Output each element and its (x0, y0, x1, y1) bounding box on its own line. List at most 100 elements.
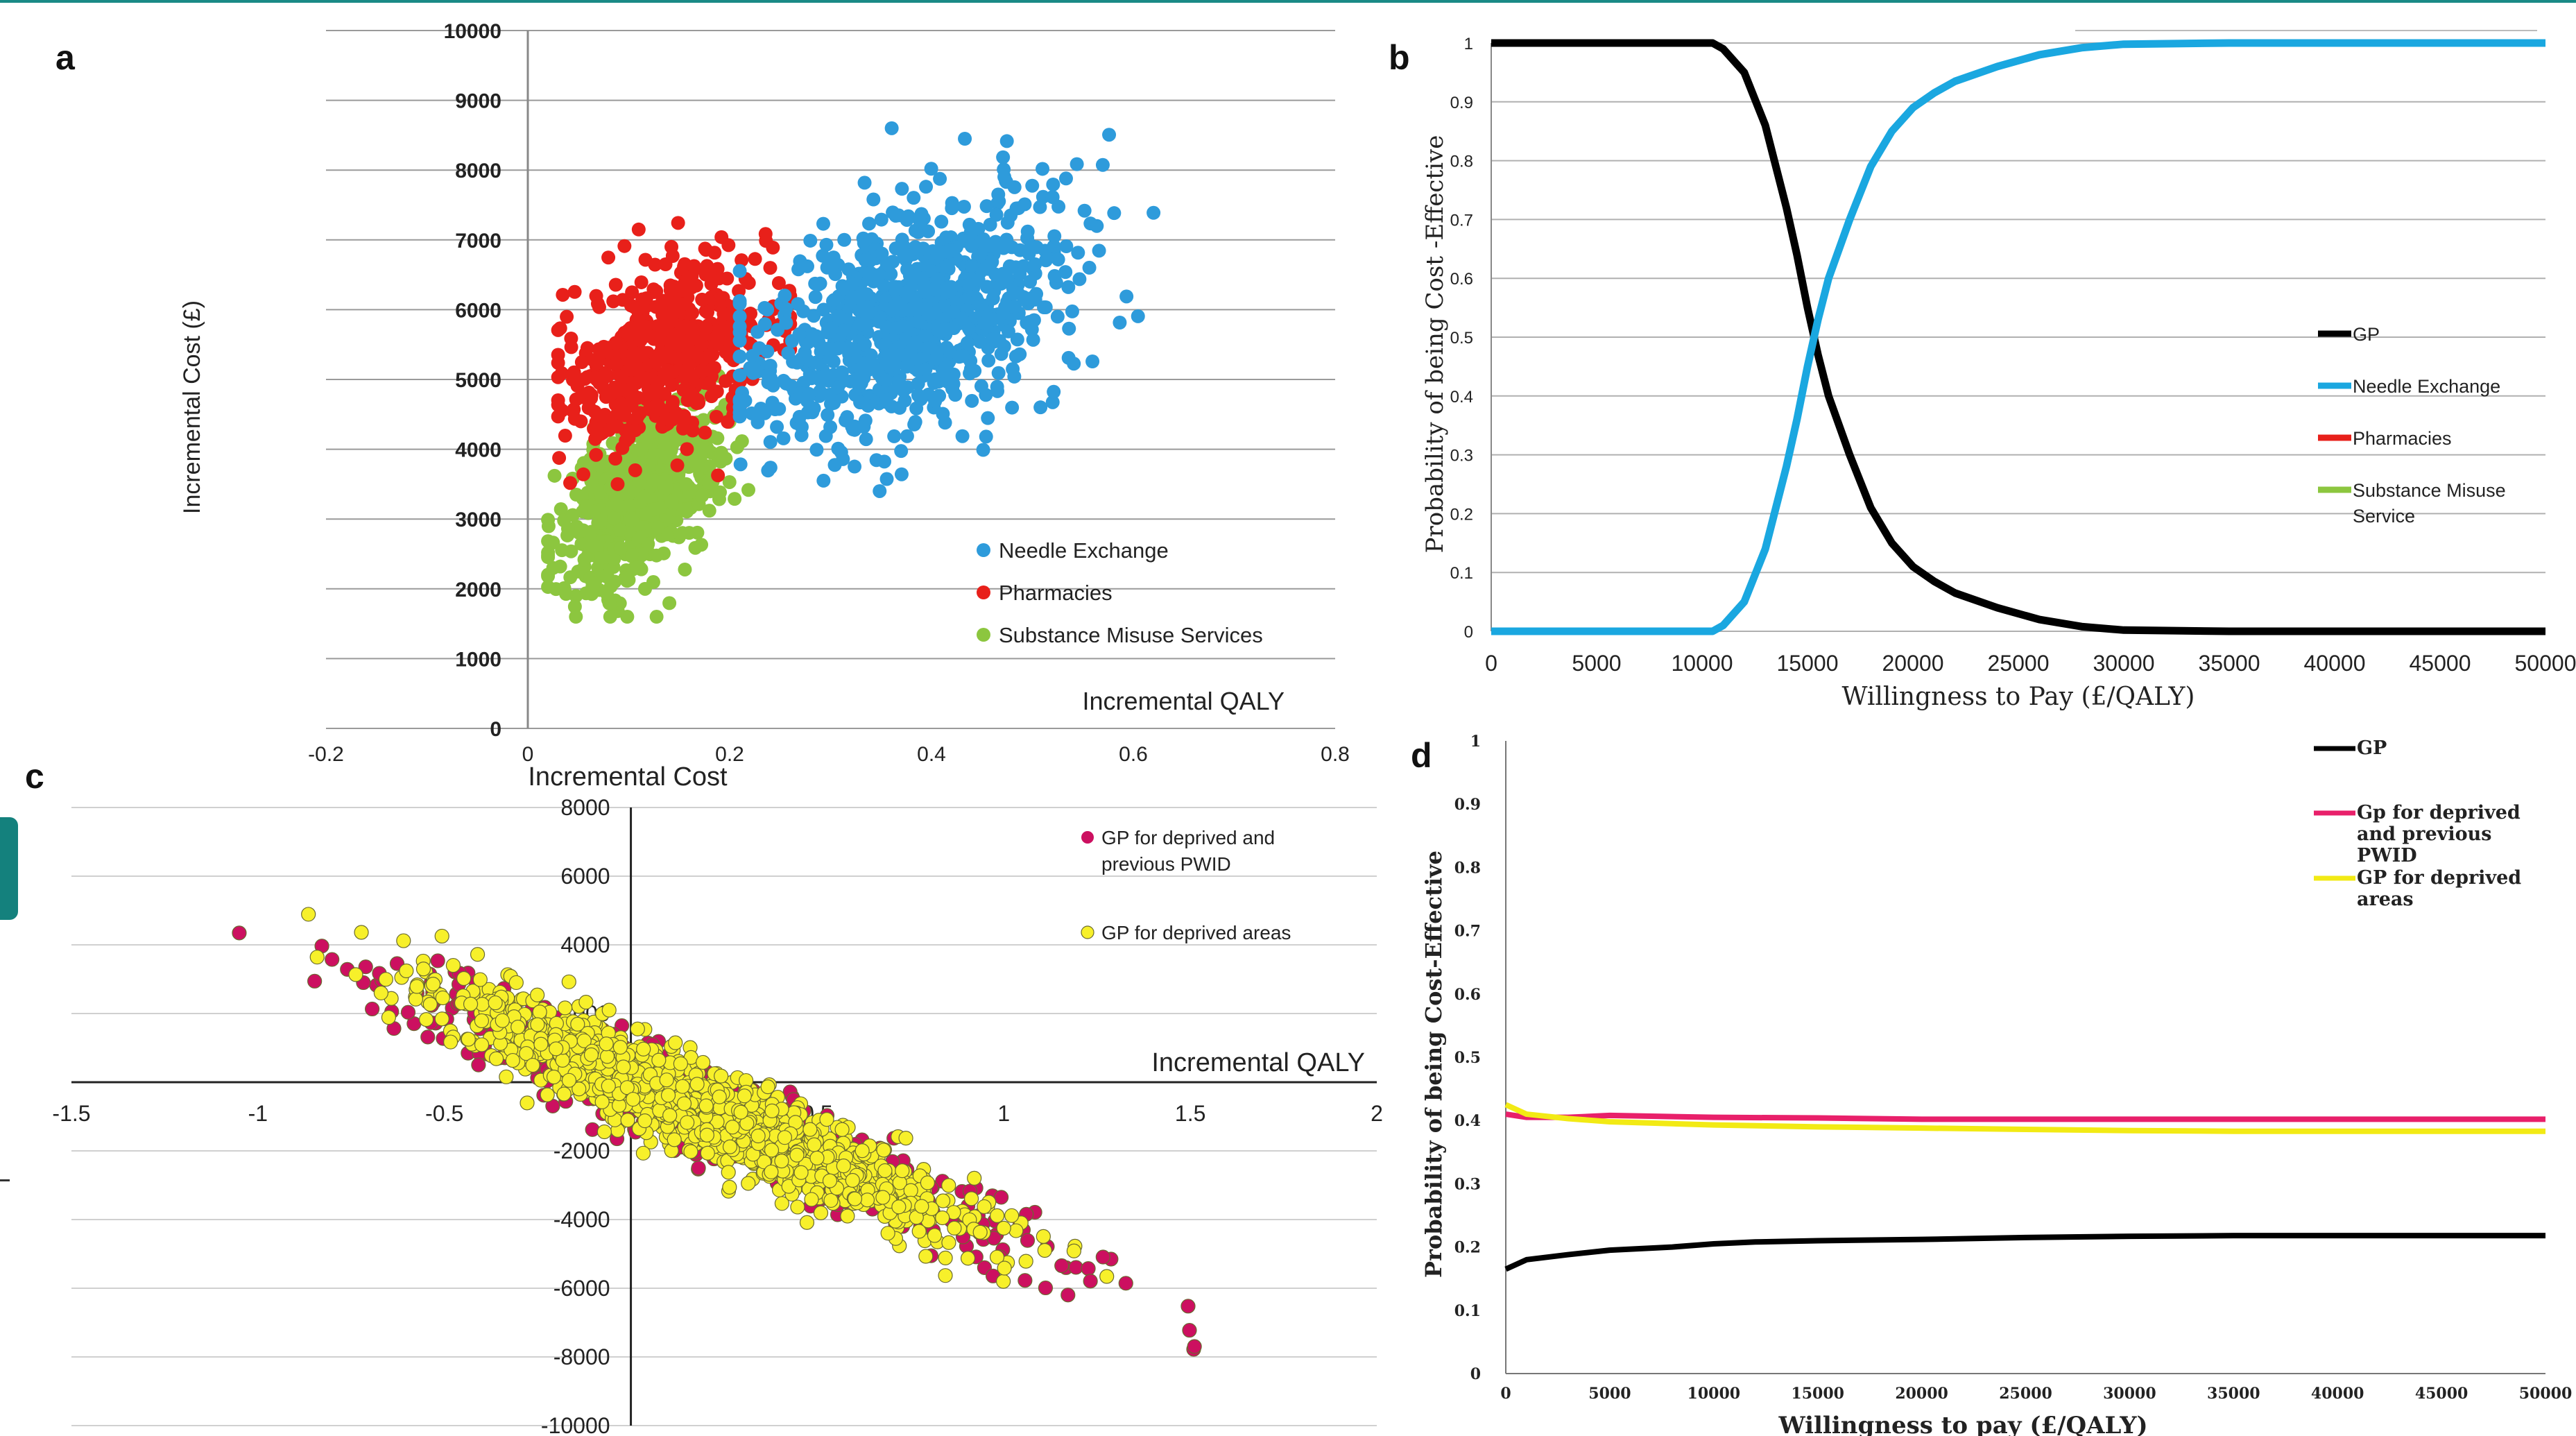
scatter-point (929, 351, 944, 366)
scatter-point (499, 1069, 514, 1084)
y-tick-label: 4000 (560, 932, 610, 957)
scatter-point (566, 373, 581, 387)
scatter-point (1099, 1269, 1115, 1284)
scatter-point (608, 277, 623, 292)
legend-label: Needle Exchange (999, 538, 1169, 563)
scatter-point (651, 375, 666, 390)
x-tick-label: 10000 (1688, 1385, 1741, 1403)
scatter-point (520, 1095, 535, 1111)
scatter-point (659, 450, 673, 465)
scatter-point (826, 250, 841, 265)
scatter-point (1054, 1258, 1070, 1274)
scatter-point (569, 488, 583, 502)
x-tick-label: -1 (248, 1101, 268, 1126)
scatter-point (976, 443, 990, 457)
scatter-point (816, 370, 830, 384)
scatter-point (655, 293, 670, 308)
scatter-point (979, 388, 993, 402)
scatter-point (642, 424, 657, 438)
scatter-point (578, 995, 594, 1010)
scatter-point (964, 239, 979, 253)
scatter-point (583, 1047, 599, 1063)
scatter-point (952, 350, 967, 364)
scatter-point (967, 1170, 982, 1186)
scatter-point (764, 1103, 780, 1119)
scatter-point (551, 409, 565, 424)
scatter-point (695, 364, 710, 378)
scatter-point (711, 468, 725, 483)
scatter-point (396, 933, 411, 948)
scatter-point (845, 1172, 860, 1188)
scatter-point (902, 248, 916, 263)
scatter-point (577, 552, 592, 567)
scatter-point (408, 991, 424, 1007)
scatter-point (859, 432, 873, 447)
scatter-point (1026, 332, 1040, 347)
scatter-point (809, 1150, 825, 1165)
scatter-point (1182, 1322, 1197, 1338)
x-tick-label: 20000 (1895, 1385, 1948, 1403)
x-tick-label: 15000 (1791, 1385, 1844, 1403)
scatter-point (549, 1041, 564, 1057)
scatter-point (884, 399, 899, 413)
scatter-point (676, 503, 691, 518)
x-tick-label: 30000 (2103, 1385, 2156, 1403)
scatter-point (963, 366, 977, 381)
scatter-point (1147, 205, 1161, 220)
scatter-point (866, 357, 880, 371)
scatter-point (732, 309, 747, 324)
scatter-point (836, 323, 851, 338)
scatter-point (963, 1191, 979, 1206)
scatter-point (819, 1112, 834, 1127)
scatter-point (841, 262, 856, 277)
scatter-point (698, 425, 712, 440)
y-tick-label: 5000 (455, 369, 501, 392)
series-gp-deprived-areas (301, 907, 1115, 1289)
scatter-point (1095, 1249, 1110, 1265)
scatter-point (940, 259, 954, 274)
scatter-point (888, 321, 903, 336)
scatter-point (684, 453, 698, 468)
scatter-point (879, 373, 893, 388)
scatter-point (617, 239, 632, 253)
scatter-point (822, 1173, 838, 1188)
scatter-point (960, 1251, 976, 1266)
scatter-point (649, 610, 664, 624)
scatter-point (1072, 272, 1087, 287)
scatter-point (1118, 1276, 1133, 1291)
scatter-point (599, 1036, 614, 1052)
scatter-point (1081, 1261, 1096, 1276)
scatter-point (938, 1250, 953, 1265)
scatter-point (1107, 206, 1122, 221)
scatter-point (607, 552, 621, 566)
scatter-point (1018, 1254, 1033, 1269)
scatter-point (1058, 265, 1073, 280)
scatter-point (821, 408, 835, 422)
panel-label-b: b (1389, 38, 1410, 77)
scatter-point (799, 1215, 815, 1230)
y-tick-label: -10000 (541, 1413, 610, 1436)
scatter-point (935, 1193, 951, 1208)
scatter-point (662, 1108, 678, 1123)
scatter-point (818, 341, 833, 356)
scatter-point (938, 360, 953, 375)
scatter-point (594, 1094, 610, 1109)
legend-label: Substance Misuse Services (999, 623, 1263, 647)
scatter-point (733, 457, 748, 472)
scatter-point (634, 275, 649, 289)
scatter-point (590, 296, 605, 311)
scatter-point (732, 284, 746, 298)
y-tick-label: 6000 (455, 299, 501, 322)
scatter-point (585, 587, 599, 601)
scatter-point (651, 520, 665, 535)
scatter-point (1083, 1274, 1098, 1289)
scatter-point (663, 350, 678, 364)
x-tick-label: 0.2 (715, 743, 744, 766)
y-tick-label: 0.1 (1454, 1302, 1481, 1320)
x-tick-label: 40000 (2304, 651, 2366, 676)
scatter-point (812, 388, 827, 403)
scatter-point (587, 370, 602, 385)
scatter-point (655, 403, 670, 418)
scatter-point (508, 975, 524, 991)
